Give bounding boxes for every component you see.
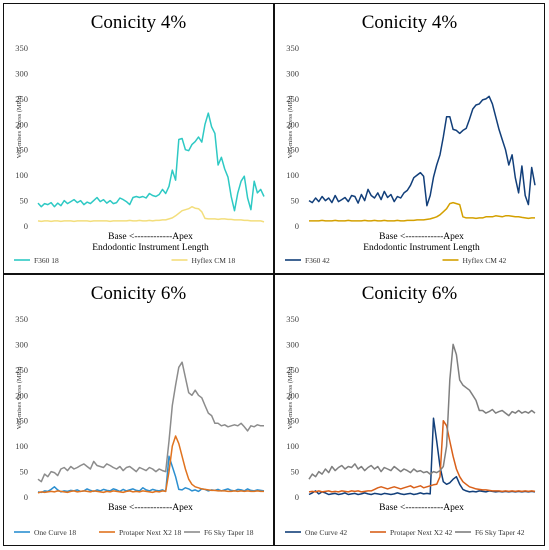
x-axis-label-line2: Endodontic Instrument Length [363, 243, 480, 253]
legend-label: Protaper Next X2 18 [119, 528, 182, 537]
x-axis-label-line1: Base <------------Apex [108, 503, 193, 513]
y-tick-label: 300 [286, 339, 299, 349]
chart-panel-4: Conicity 6% 0 50 100 150 200 250 300 350 Von-mise… [274, 274, 545, 546]
y-tick-label: 0 [24, 492, 28, 502]
chart-panel-1: Conicity 4% 0 50 100 150 200 250 300 350 Von-mise… [3, 3, 274, 274]
y-axis-label: Von-mises Stress (MPa) [16, 96, 23, 159]
series-line-1 [37, 112, 265, 212]
chart-title: Conicity 6% [362, 283, 458, 304]
y-tick-label: 0 [295, 492, 299, 502]
legend-label: F6 Sky Taper 18 [204, 528, 254, 537]
y-tick-label: 300 [15, 68, 28, 78]
y-tick-label: 50 [20, 196, 29, 206]
y-tick-label: 250 [15, 94, 28, 104]
y-tick-label: 100 [286, 170, 299, 180]
chart-svg: Conicity 6% 0 50 100 150 200 250 300 350 Von-mise… [14, 283, 265, 537]
y-tick-label: 100 [15, 441, 28, 451]
series-line-2 [37, 205, 265, 223]
legend-label: Hyflex CM 18 [192, 256, 236, 265]
y-tick-label: 200 [286, 119, 299, 129]
chart-title: Conicity 4% [91, 12, 187, 33]
y-tick-label: 250 [286, 365, 299, 375]
y-tick-label: 200 [286, 390, 299, 400]
chart-title: Conicity 6% [91, 283, 187, 304]
y-tick-label: 50 [291, 196, 300, 206]
series-line-1 [308, 95, 536, 207]
series-line-1 [308, 417, 536, 496]
legend-label: Protaper Next X2 42 [390, 528, 453, 537]
legend-label: One Curve 42 [305, 528, 347, 537]
chart-svg: Conicity 6% 0 50 100 150 200 250 300 350 Von-mise… [285, 283, 536, 537]
y-tick-label: 300 [286, 68, 299, 78]
series-line-2 [308, 419, 536, 493]
y-tick-label: 250 [286, 94, 299, 104]
legend-label: F360 18 [34, 256, 59, 265]
x-axis-label-line1: Base <------------Apex [108, 232, 193, 242]
chart-svg: Conicity 4% 0 50 100 150 200 250 300 350 Von-mise… [285, 12, 536, 265]
y-tick-label: 200 [15, 390, 28, 400]
y-axis-label: Von-mises Stress (MPa) [16, 367, 23, 430]
y-tick-label: 350 [15, 314, 28, 324]
y-tick-label: 150 [286, 416, 299, 426]
y-tick-label: 0 [295, 221, 299, 231]
y-tick-label: 50 [20, 467, 29, 477]
chart-panel-2: Conicity 4% 0 50 100 150 200 250 300 350 Von-mise… [274, 3, 545, 274]
series-line-3 [308, 343, 536, 480]
chart-panel-3: Conicity 6% 0 50 100 150 200 250 300 350 Von-mise… [3, 274, 274, 546]
series-line-3 [37, 361, 264, 483]
y-tick-label: 150 [286, 145, 299, 155]
x-axis-label-line2: Endodontic Instrument Length [92, 243, 209, 253]
legend-label: F6 Sky Taper 42 [475, 528, 525, 537]
y-tick-label: 350 [286, 43, 299, 53]
y-tick-label: 300 [15, 339, 28, 349]
series-line-1 [37, 455, 265, 494]
chart-svg: Conicity 4% 0 50 100 150 200 250 300 350 Von-mise… [14, 12, 265, 265]
legend-label: F360 42 [305, 256, 330, 265]
y-tick-label: 150 [15, 145, 28, 155]
series-line-2 [309, 201, 535, 222]
y-tick-label: 350 [286, 314, 299, 324]
y-axis-label: Von-mises Stress (MPa) [287, 367, 294, 430]
y-tick-label: 250 [15, 365, 28, 375]
y-tick-label: 100 [286, 441, 299, 451]
y-tick-label: 0 [24, 221, 28, 231]
y-tick-label: 50 [291, 467, 300, 477]
x-axis-label-line1: Base <------------Apex [379, 503, 464, 513]
y-axis-label: Von-mises Stress (MPa) [287, 96, 294, 159]
chart-title: Conicity 4% [362, 12, 458, 33]
legend-label: One Curve 18 [34, 528, 76, 537]
y-tick-label: 350 [15, 43, 28, 53]
legend-label: Hyflex CM 42 [463, 256, 507, 265]
series-line-2 [37, 435, 264, 494]
y-tick-label: 100 [15, 170, 28, 180]
y-tick-label: 150 [15, 416, 28, 426]
x-axis-label-line1: Base <------------Apex [379, 232, 464, 242]
y-tick-label: 200 [15, 119, 28, 129]
